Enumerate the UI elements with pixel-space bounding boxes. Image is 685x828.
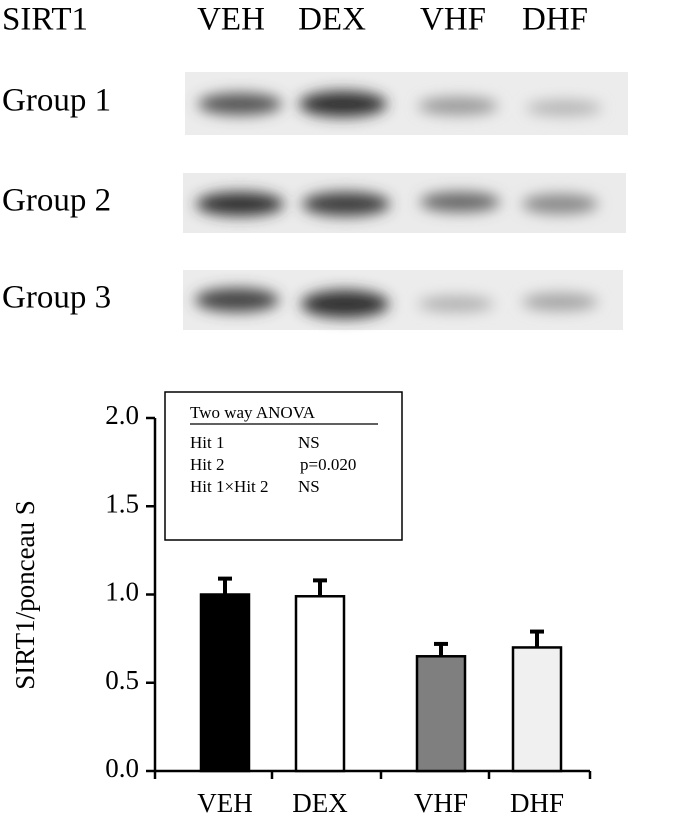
y-tick-label: 2.0 — [105, 400, 139, 430]
lane-label: DEX — [298, 2, 366, 38]
annotation-term: Hit 1×Hit 2 — [190, 477, 269, 496]
group-label: Group 1 — [2, 83, 111, 119]
y-tick-label: 0.0 — [105, 753, 139, 783]
group-label: Group 2 — [2, 183, 111, 219]
x-tick-label: DEX — [292, 788, 348, 818]
blot-label: SIRT1 — [2, 2, 88, 38]
bar — [415, 655, 467, 773]
annotation-box — [164, 391, 403, 541]
x-tick-label: DHF — [510, 788, 564, 818]
annotation-result: NS — [298, 433, 320, 452]
bar — [511, 646, 563, 773]
y-tick-label: 1.0 — [105, 577, 139, 607]
annotation-result: p=0.020 — [300, 455, 356, 474]
bar — [294, 595, 346, 773]
y-tick-label: 1.5 — [105, 488, 139, 518]
annotation-title: Two way ANOVA — [190, 403, 316, 422]
annotation-result: NS — [298, 477, 320, 496]
y-axis-label: SIRT1/ponceau S — [10, 500, 40, 690]
annotation-term: Hit 1 — [190, 433, 224, 452]
group-label: Group 3 — [2, 280, 111, 316]
annotation-term: Hit 2 — [190, 455, 224, 474]
y-tick-label: 0.5 — [105, 665, 139, 695]
blot-strips — [183, 72, 628, 330]
lane-label: DHF — [522, 2, 588, 38]
x-tick-label: VEH — [197, 788, 253, 818]
x-tick-label: VHF — [414, 788, 468, 818]
bar — [199, 593, 251, 773]
lane-label: VEH — [197, 2, 265, 38]
lane-label: VHF — [420, 2, 486, 38]
